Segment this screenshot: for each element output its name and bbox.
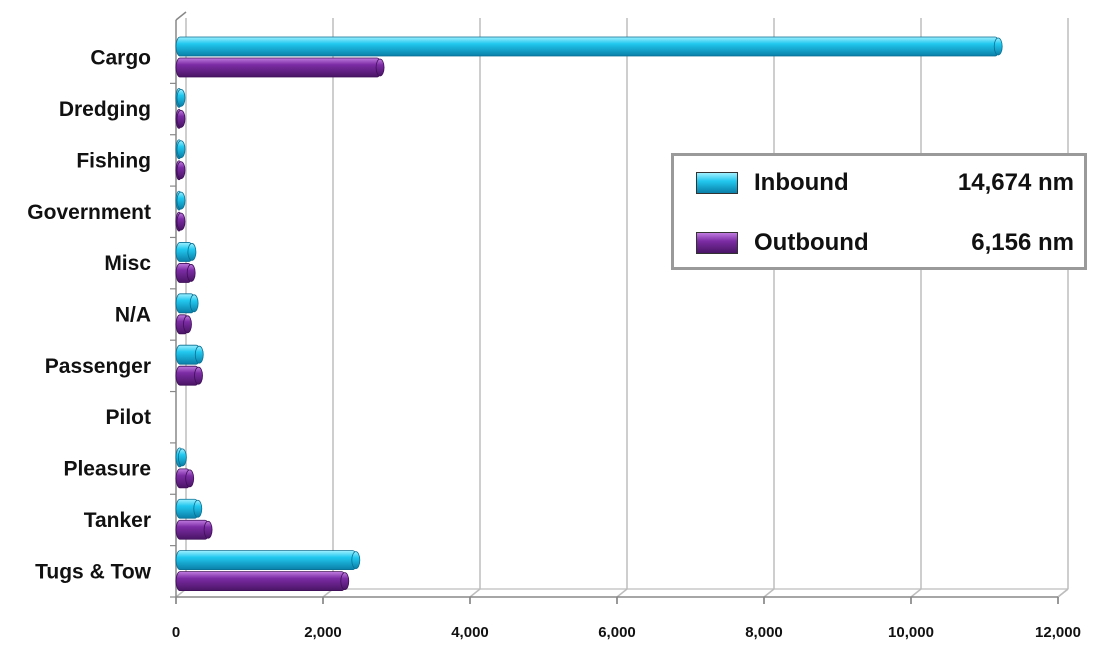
bar-inbound — [175, 550, 361, 571]
bar-cap — [993, 37, 1003, 56]
gridline-floor — [763, 588, 775, 598]
bar-outbound — [175, 263, 196, 283]
category-label: Dredging — [59, 98, 151, 121]
legend-total-inbound: 14,674 nm — [957, 169, 1074, 196]
gridline-floor — [616, 588, 628, 598]
gridline-floor — [469, 588, 481, 598]
bar-outbound — [175, 211, 186, 232]
category-label: Pilot — [106, 406, 152, 429]
category-label: Tanker — [84, 509, 151, 532]
bar-cap — [194, 366, 203, 385]
bar-outbound — [175, 108, 186, 129]
legend-label-outbound: Outbound — [754, 229, 869, 256]
bar-cap — [194, 345, 204, 364]
bar-cap — [351, 551, 361, 570]
bar-body — [175, 571, 347, 592]
category-label: Tugs & Tow — [35, 560, 152, 583]
bar-cap — [340, 572, 350, 591]
legend-swatch-outbound — [696, 232, 738, 254]
bar-outbound — [175, 519, 213, 540]
bar-cap — [176, 109, 186, 128]
gridline-floor — [910, 588, 922, 598]
bar-cap — [203, 520, 213, 539]
bar-outbound — [175, 160, 186, 181]
legend-label-inbound: Inbound — [754, 169, 849, 196]
legend-swatch-inbound — [696, 172, 738, 194]
bar-inbound — [175, 242, 197, 262]
bar-cap — [187, 243, 197, 261]
category-label: Fishing — [76, 149, 151, 172]
gridline-floor — [1057, 588, 1069, 598]
x-tick-label: 8,000 — [745, 624, 783, 641]
x-tick-label: 4,000 — [451, 624, 489, 641]
x-tick-label: 0 — [172, 624, 180, 641]
bar-inbound — [175, 498, 203, 519]
bar-cap — [176, 191, 186, 210]
bar-inbound — [175, 87, 186, 108]
y-axis-top — [175, 11, 187, 21]
bar-cap — [176, 212, 186, 231]
bar-cap — [193, 499, 203, 518]
x-tick-label: 6,000 — [598, 624, 636, 641]
bar-cap — [176, 88, 186, 107]
bar-cap — [375, 58, 385, 77]
x-tick-label: 10,000 — [888, 624, 934, 641]
category-label: Government — [27, 201, 151, 224]
category-label: N/A — [115, 304, 151, 327]
bar-outbound — [175, 468, 195, 489]
bar-body — [175, 550, 358, 571]
x-tick-label: 2,000 — [304, 624, 342, 641]
bar-body — [175, 57, 382, 78]
bar-outbound — [175, 571, 350, 592]
category-label: Passenger — [45, 355, 151, 378]
bar-inbound — [175, 36, 1003, 57]
legend-item-inbound: Inbound 14,674 nm — [696, 168, 1074, 198]
x-tick-label: 12,000 — [1035, 624, 1081, 641]
bar-body — [175, 36, 1000, 57]
category-label: Misc — [104, 252, 151, 275]
category-label: Pleasure — [63, 458, 151, 481]
bar-cap — [186, 264, 196, 282]
bar-outbound — [175, 314, 192, 335]
bar-inbound — [175, 139, 186, 160]
bar-inbound — [175, 447, 187, 468]
bar-cap — [189, 294, 199, 313]
legend-item-outbound: Outbound 6,156 nm — [696, 228, 1074, 258]
bar-cap — [183, 315, 192, 334]
bar-inbound — [175, 190, 186, 211]
bar-inbound — [175, 344, 204, 365]
bar-cap — [177, 448, 187, 467]
bar-cap — [176, 161, 186, 180]
category-label: Cargo — [90, 47, 151, 70]
bar-outbound — [175, 365, 203, 386]
bar-cap — [176, 140, 186, 159]
bar-inbound — [175, 293, 199, 314]
legend-total-outbound: 6,156 nm — [971, 229, 1074, 256]
bar-cap — [185, 469, 195, 488]
legend: Inbound 14,674 nm Outbound 6,156 nm — [671, 153, 1087, 270]
bar-outbound — [175, 57, 385, 78]
